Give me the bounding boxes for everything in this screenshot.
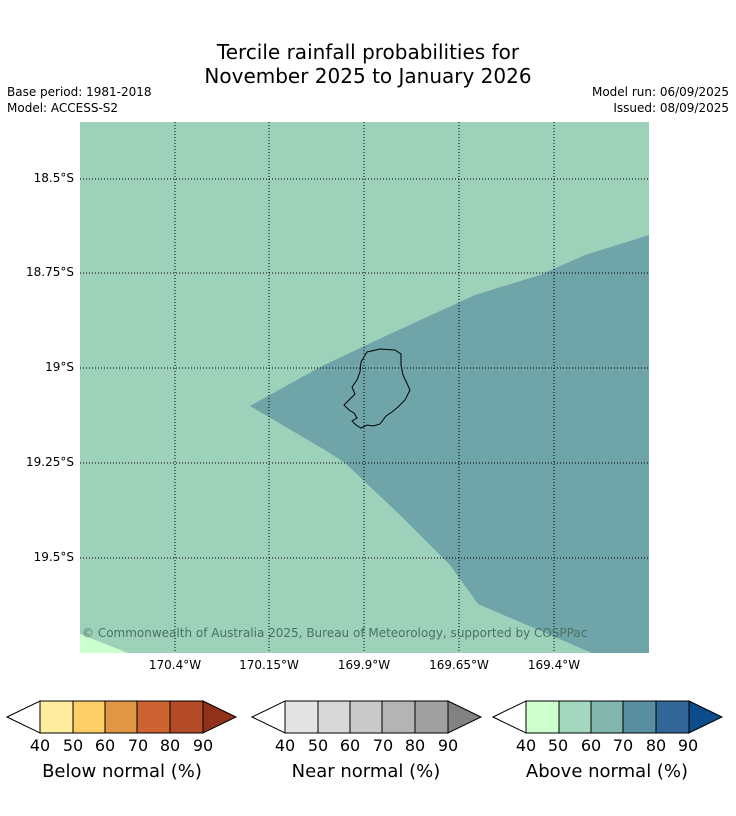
above-tick-50: 50 <box>547 736 569 755</box>
map-corner-above-40-50 <box>80 634 128 653</box>
below-normal-title: Below normal (%) <box>42 761 202 782</box>
near-tick-70: 70 <box>372 736 394 755</box>
above-tick-80: 80 <box>645 736 667 755</box>
below-tick-40: 40 <box>29 736 51 755</box>
model-label: Model: ACCESS-S2 <box>7 101 119 115</box>
above-normal-title: Above normal (%) <box>525 761 689 782</box>
map-region-above-70-80 <box>250 235 649 653</box>
near-tick-80: 80 <box>404 736 426 755</box>
near-normal-title: Near normal (%) <box>291 761 441 782</box>
above-normal-colorbar <box>492 700 724 734</box>
above-tick-40: 40 <box>515 736 537 755</box>
lat-label-19: 19°S <box>45 360 74 374</box>
near-tick-90: 90 <box>437 736 459 755</box>
below-tick-70: 70 <box>127 736 149 755</box>
lat-label-19.5: 19.5°S <box>33 550 74 564</box>
niue-island-outline <box>343 348 411 429</box>
above-tick-70: 70 <box>612 736 634 755</box>
above-tick-90: 90 <box>677 736 699 755</box>
map-title-line-1: Tercile rainfall probabilities for <box>216 40 520 64</box>
lon-label-170.4: 170.4°W <box>148 658 202 672</box>
map-copyright: © Commonwealth of Australia 2025, Bureau… <box>82 626 588 640</box>
lat-label-19.25: 19.25°S <box>26 455 74 469</box>
below-tick-90: 90 <box>192 736 214 755</box>
below-normal-colorbar <box>6 700 238 734</box>
lat-label-18.5: 18.5°S <box>33 171 74 185</box>
lat-label-18.75: 18.75°S <box>26 265 74 279</box>
lon-label-169.9: 169.9°W <box>337 658 391 672</box>
base-period-label: Base period: 1981-2018 <box>7 85 152 99</box>
above-tick-60: 60 <box>580 736 602 755</box>
rainfall-probability-map <box>80 122 649 653</box>
near-tick-60: 60 <box>339 736 361 755</box>
lon-label-169.4: 169.4°W <box>527 658 581 672</box>
map-title-line-2: November 2025 to January 2026 <box>204 64 532 88</box>
near-tick-50: 50 <box>307 736 329 755</box>
lon-label-169.65: 169.65°W <box>429 658 489 672</box>
near-tick-40: 40 <box>274 736 296 755</box>
below-tick-60: 60 <box>94 736 116 755</box>
below-tick-50: 50 <box>62 736 84 755</box>
issued-label: Issued: 08/09/2025 <box>613 101 729 115</box>
model-run-label: Model run: 06/09/2025 <box>591 85 729 99</box>
lon-label-170.15: 170.15°W <box>239 658 299 672</box>
below-tick-80: 80 <box>159 736 181 755</box>
map-gridlines <box>80 122 649 653</box>
near-normal-colorbar <box>251 700 483 734</box>
